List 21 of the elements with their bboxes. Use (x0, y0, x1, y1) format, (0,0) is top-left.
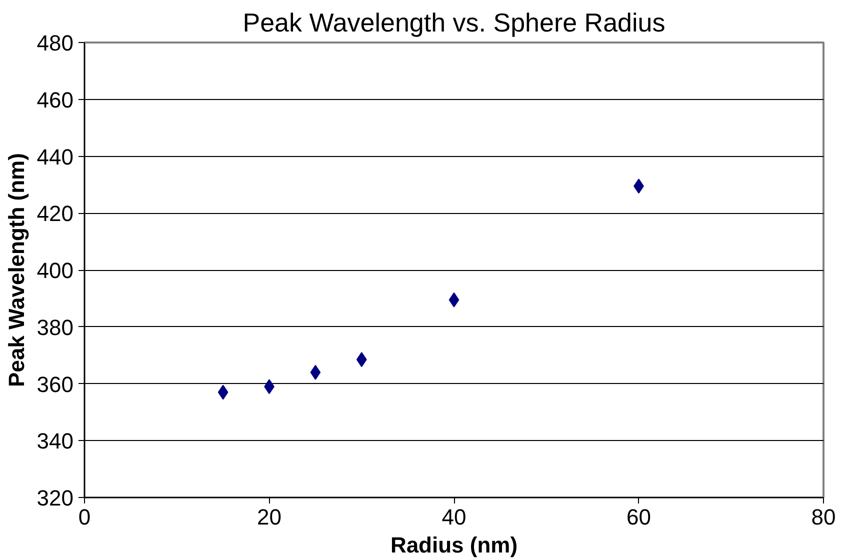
y-tick-label: 460 (36, 87, 74, 112)
x-tick-label: 20 (257, 504, 282, 530)
point (356, 352, 367, 368)
y-tick-label: 340 (36, 428, 74, 454)
point (448, 292, 460, 308)
y-tick-label: 320 (36, 486, 74, 510)
chart-title: Peak Wavelength vs. Sphere Radius (242, 8, 666, 38)
y-tick-label: 360 (36, 372, 74, 397)
x-tick-label: 80 (811, 504, 836, 530)
y-tick-label: 420 (36, 201, 74, 226)
point (218, 384, 228, 400)
x-tick-label: 40 (442, 504, 466, 530)
point (310, 364, 321, 380)
y-tick-label: 480 (36, 30, 74, 56)
x-tick-label: 0 (78, 504, 91, 530)
x-tick-label: 60 (626, 504, 651, 530)
x-axis-title: Radius (nm) (390, 532, 518, 558)
y-axis-title: Peak Wavelength (nm) (4, 153, 29, 387)
y-tick-label: 400 (36, 258, 74, 283)
y-tick-label: 440 (36, 144, 74, 170)
y-tick-label: 380 (36, 314, 74, 340)
